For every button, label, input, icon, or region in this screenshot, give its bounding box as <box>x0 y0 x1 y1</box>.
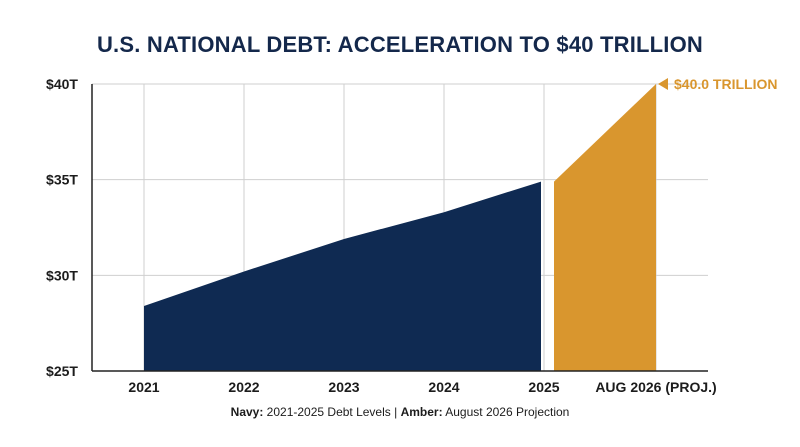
x-tick-label: 2023 <box>328 379 359 395</box>
x-axis-ticks: 2021 2022 2023 2024 2025 AUG 2026 (PROJ.) <box>128 379 716 395</box>
area-series-2 <box>554 84 656 371</box>
callout-label: $40.0 TRILLION <box>674 76 777 92</box>
x-tick-label: 2021 <box>128 379 159 395</box>
y-tick-label: $30T <box>46 267 78 283</box>
annotation: $40.0 TRILLION <box>658 76 777 92</box>
axes <box>91 84 708 372</box>
x-tick-label: 2022 <box>228 379 259 395</box>
y-tick-label: $25T <box>46 363 78 379</box>
plot-areas <box>144 84 656 371</box>
x-tick-label: 2025 <box>528 379 559 395</box>
caption-amber-text: August 2026 Projection <box>443 405 570 419</box>
x-tick-label: AUG 2026 (PROJ.) <box>595 379 716 395</box>
caption-amber-label: Amber: <box>401 405 443 419</box>
caption-navy-label: Navy: <box>231 405 264 419</box>
caption-navy-text: 2021-2025 Debt Levels | <box>263 405 400 419</box>
y-tick-label: $40T <box>46 76 78 92</box>
chart-title: U.S. NATIONAL DEBT: ACCELERATION TO $40 … <box>97 32 703 57</box>
y-axis-ticks: $25T $30T $35T $40T <box>46 76 78 379</box>
area-series-1 <box>144 181 541 371</box>
callout-marker-icon <box>658 78 668 90</box>
chart-caption: Navy: 2021-2025 Debt Levels | Amber: Aug… <box>231 405 570 419</box>
x-tick-label: 2024 <box>428 379 459 395</box>
y-tick-label: $35T <box>46 172 78 188</box>
